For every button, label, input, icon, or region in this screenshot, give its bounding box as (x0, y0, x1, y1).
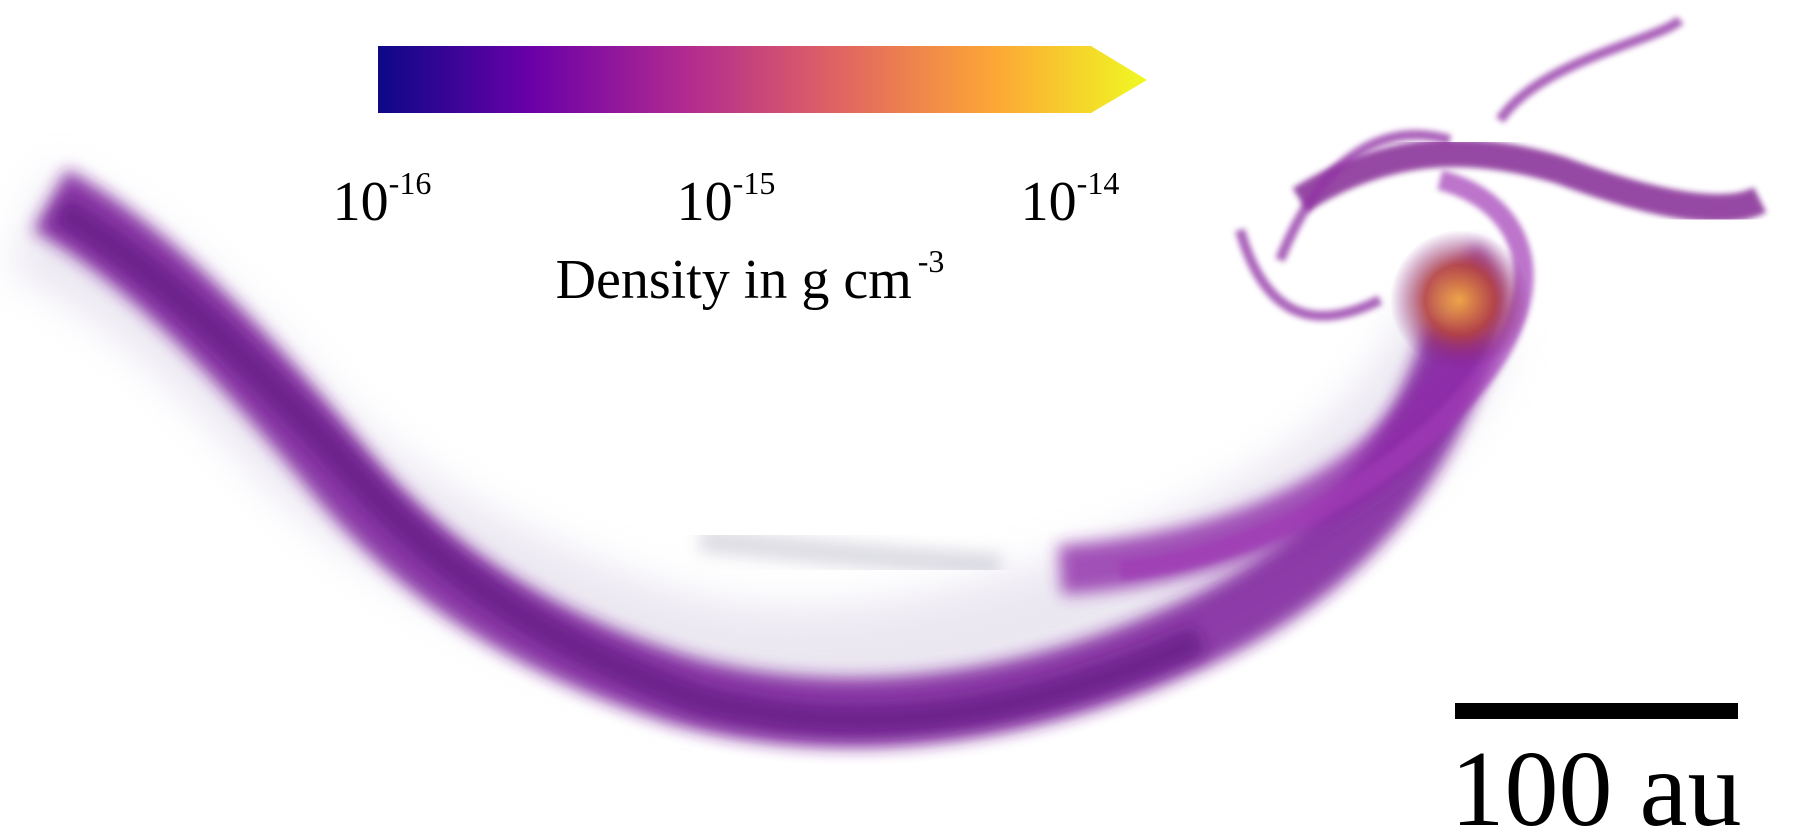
scale-bar (1455, 703, 1738, 719)
colorbar-tick-label: 10-14 (1021, 165, 1120, 233)
tick-exponent: -14 (1077, 165, 1120, 201)
scale-bar-label: 100 au (1451, 730, 1742, 838)
tick-base: 10 (677, 171, 733, 233)
colorbar-tick-label: 10-15 (677, 165, 776, 233)
tick-exponent: -16 (389, 165, 432, 201)
colorbar-label: Density in g cm-3 (556, 243, 945, 311)
label-superscript: -3 (918, 243, 945, 279)
figure: 10-1610-1510-14 Density in g cm-3 100 au (0, 0, 1808, 838)
label-text: Density in g cm (556, 249, 912, 311)
page: 10-1610-1510-14 Density in g cm-3 100 au… (0, 0, 1808, 838)
colorbar-gradient (378, 46, 1147, 113)
tick-base: 10 (333, 171, 389, 233)
colorbar-tick-label: 10-16 (333, 165, 432, 233)
density-render (30, 20, 1760, 720)
tick-base: 10 (1021, 171, 1077, 233)
tick-exponent: -15 (733, 165, 776, 201)
